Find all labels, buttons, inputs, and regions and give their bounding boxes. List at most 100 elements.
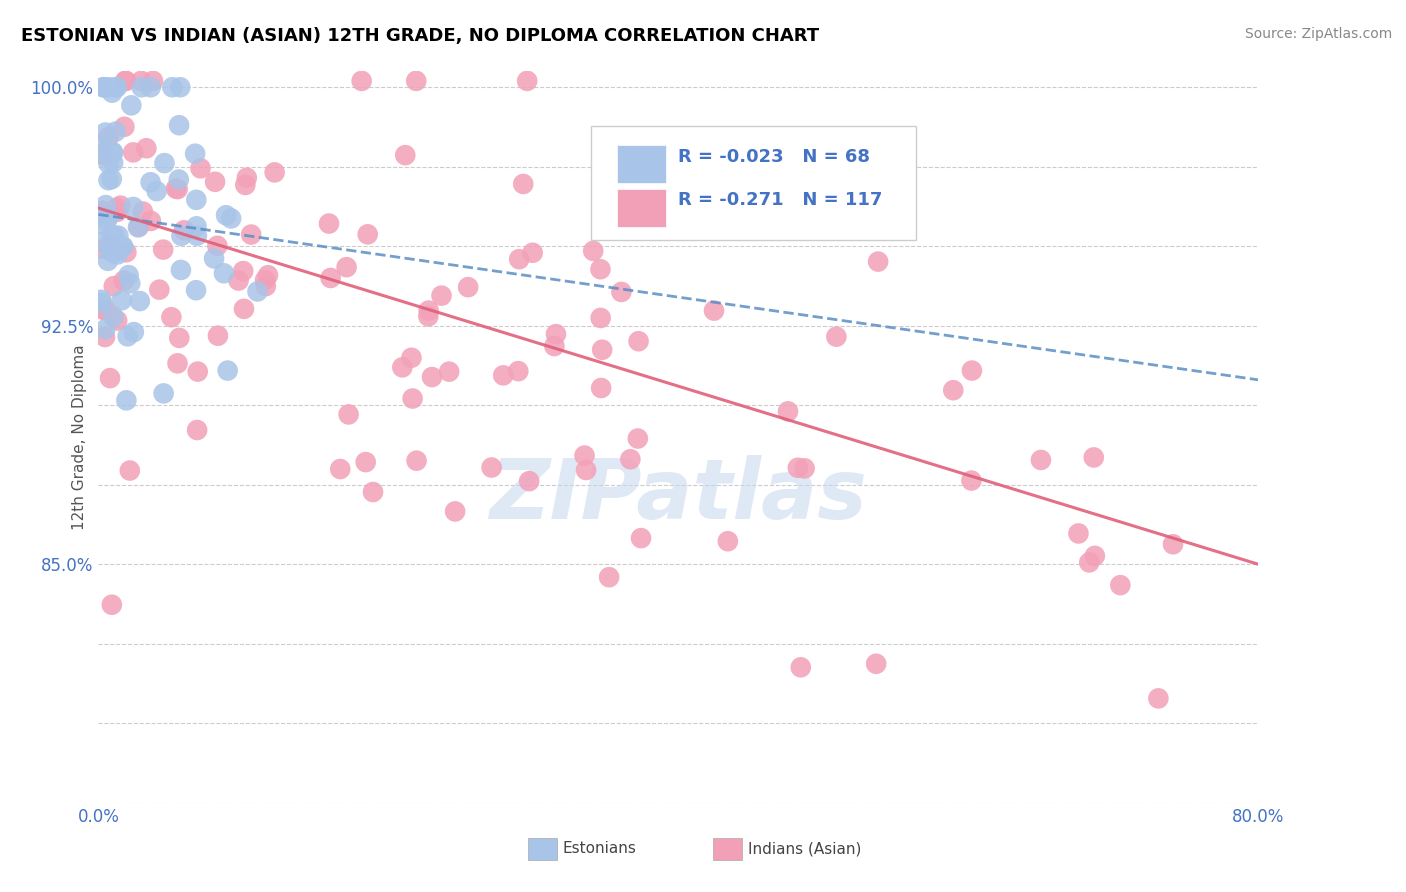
Point (120, 277, 142, 291)
Point (104, 80, 127, 95)
Point (630, 531, 652, 545)
Point (492, 368, 515, 383)
Point (112, 239, 135, 253)
Point (508, 364, 530, 378)
Point (145, 184, 167, 198)
Point (212, 266, 235, 280)
Point (97, 80, 120, 95)
Point (481, 460, 503, 475)
Point (184, 283, 207, 297)
Point (111, 239, 134, 253)
Point (703, 303, 725, 318)
Point (97, 210, 120, 224)
Point (139, 80, 162, 95)
Point (517, 474, 540, 488)
Point (253, 273, 276, 287)
Point (103, 310, 125, 324)
Point (793, 461, 815, 475)
Point (437, 365, 460, 379)
Point (90, 217, 112, 231)
Point (112, 274, 135, 288)
FancyBboxPatch shape (527, 838, 557, 860)
Point (90, 137, 112, 152)
Point (575, 463, 598, 477)
Point (232, 264, 254, 278)
Point (167, 118, 190, 132)
Point (401, 392, 423, 406)
Point (105, 80, 128, 95)
Point (418, 310, 440, 324)
Point (93, 80, 115, 95)
Point (120, 98, 142, 112)
Point (717, 534, 740, 549)
Point (589, 262, 612, 277)
Point (186, 193, 208, 207)
Point (187, 365, 209, 379)
Point (167, 172, 190, 186)
Point (162, 80, 184, 95)
Point (589, 310, 612, 325)
Point (405, 453, 427, 467)
Point (186, 228, 208, 243)
Point (96, 214, 118, 228)
Point (233, 178, 256, 192)
Point (135, 141, 157, 155)
Point (110, 199, 132, 213)
Point (100, 242, 122, 256)
Point (204, 175, 226, 189)
Point (105, 201, 128, 215)
Point (117, 268, 139, 282)
Point (103, 246, 125, 260)
Point (405, 74, 427, 88)
Point (114, 74, 136, 88)
Point (430, 288, 453, 302)
Point (1161, 537, 1184, 551)
Point (350, 74, 373, 88)
Point (865, 657, 887, 671)
Point (786, 460, 808, 475)
Point (516, 74, 538, 88)
Text: ZIPatlas: ZIPatlas (489, 455, 868, 536)
Point (122, 200, 145, 214)
Point (190, 161, 212, 176)
Point (128, 294, 150, 309)
Point (100, 229, 122, 244)
Point (117, 329, 139, 343)
Point (94, 330, 117, 344)
Point (93, 145, 115, 160)
Point (90, 235, 112, 249)
Point (132, 204, 155, 219)
Point (97, 156, 120, 170)
Text: Estonians: Estonians (562, 841, 637, 856)
FancyBboxPatch shape (617, 145, 665, 183)
Point (444, 504, 467, 518)
Point (101, 598, 124, 612)
Point (169, 331, 191, 345)
Point (105, 204, 128, 219)
Point (165, 181, 187, 195)
Point (173, 223, 195, 237)
Point (152, 243, 174, 257)
Point (627, 432, 650, 446)
Point (522, 245, 544, 260)
Point (627, 334, 650, 349)
Point (169, 80, 191, 95)
Point (942, 383, 965, 397)
Point (1078, 556, 1101, 570)
Point (107, 247, 129, 261)
Point (115, 393, 138, 408)
Point (129, 74, 152, 88)
Point (139, 214, 162, 228)
FancyBboxPatch shape (592, 126, 917, 240)
Point (228, 274, 250, 288)
Point (868, 254, 890, 268)
Point (98, 371, 121, 385)
Point (776, 404, 799, 418)
Point (101, 145, 124, 159)
Point (101, 155, 124, 169)
Point (254, 279, 277, 293)
FancyBboxPatch shape (713, 838, 742, 860)
Point (337, 408, 360, 422)
Point (142, 74, 165, 88)
Point (207, 328, 229, 343)
